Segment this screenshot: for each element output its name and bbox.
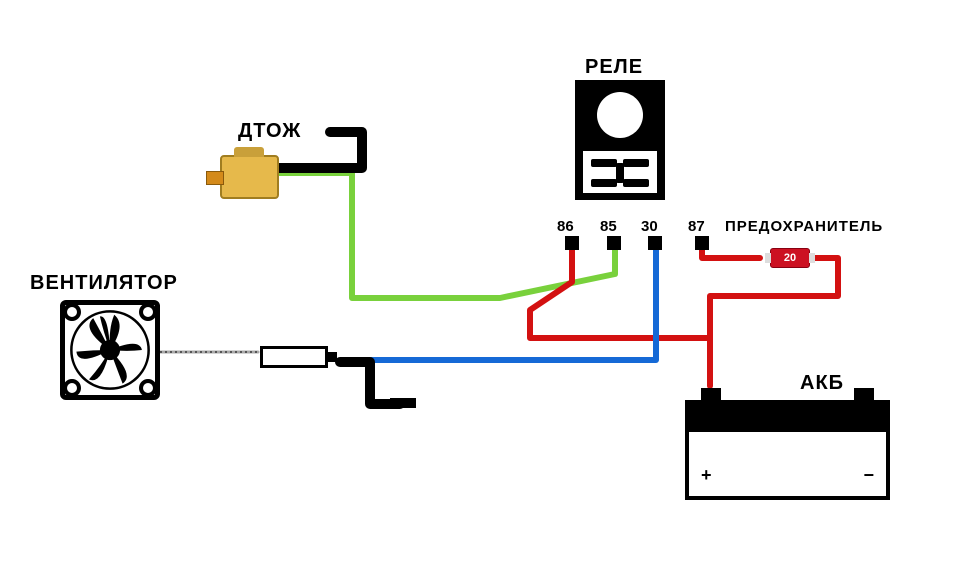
label-relay: РЕЛЕ [585,56,643,79]
fuse-component: 20 [770,248,810,268]
terminal-86 [565,236,579,250]
pin-label-87: 87 [688,218,705,235]
label-battery: АКБ [800,372,844,395]
red-fuse-to-battery [710,258,838,338]
temperature-sensor-connector [220,155,279,199]
pin-label-86: 86 [557,218,574,235]
battery-minus: − [863,465,874,486]
blue-30-to-fan [342,250,656,360]
ground-symbol [390,398,420,418]
label-fan: ВЕНТИЛЯТОР [30,272,178,295]
battery-plus: + [701,465,712,486]
terminal-85 [607,236,621,250]
terminal-30 [648,236,662,250]
battery-component: + − [685,400,890,500]
fan-connector-plug [260,346,328,368]
label-fuse: ПРЕДОХРАНИТЕЛЬ [725,218,883,235]
red-87-to-fuse [702,250,760,258]
relay-component [575,80,665,200]
red-86-to-battery-plus [530,250,710,386]
pin-label-30: 30 [641,218,658,235]
fan-component [60,300,160,400]
terminal-87 [695,236,709,250]
diagram-canvas: ДТОЖ РЕЛЕ ВЕНТИЛЯТОР АКБ ПРЕДОХРАНИТЕЛЬ … [0,0,960,576]
label-dtozh: ДТОЖ [238,120,301,143]
pin-label-85: 85 [600,218,617,235]
